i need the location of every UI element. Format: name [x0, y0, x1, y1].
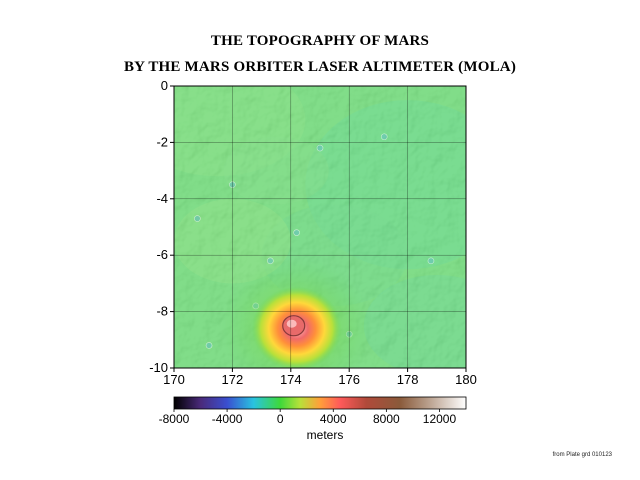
caldera-floor — [286, 319, 297, 328]
x-axis: 170 172 174 176 178 180 — [163, 368, 477, 387]
topography-map — [174, 86, 466, 368]
colorbar-scale — [173, 396, 467, 410]
map-title: THE TOPOGRAPHY OF MARS — [210, 33, 430, 49]
x-tick-label: 174 — [280, 372, 302, 387]
x-tick-label: 172 — [222, 372, 244, 387]
y-tick-label: 0 — [161, 78, 168, 93]
colorbar-tick-label: 0 — [277, 412, 284, 426]
volcano — [221, 258, 372, 368]
colorbar-tick-label: -4000 — [212, 412, 243, 426]
x-tick-label: 170 — [163, 372, 185, 387]
x-tick-label: 180 — [455, 372, 477, 387]
y-tick-label: -8 — [156, 304, 168, 319]
y-tick-label: -4 — [156, 191, 168, 206]
colorbar-tick-label: 12000 — [423, 412, 457, 426]
colorbar-ticks: -8000 -4000 0 4000 8000 12000 — [159, 409, 457, 426]
map-frame — [173, 85, 467, 369]
colorbar-tick-label: 8000 — [373, 412, 400, 426]
y-tick-label: -2 — [156, 134, 168, 149]
x-tick-label: 176 — [338, 372, 360, 387]
colorbar-tick-label: -8000 — [159, 412, 190, 426]
elevation-colorbar: -8000 -4000 0 4000 8000 12000 — [159, 396, 467, 426]
y-tick-label: -6 — [156, 247, 168, 262]
map-subtitle: BY THE MARS ORBITER LASER ALTIMETER (MOL… — [123, 59, 517, 75]
colorbar-units: meters — [306, 428, 344, 442]
y-tick-label: -10 — [149, 360, 168, 375]
y-axis: 0 -2 -4 -6 -8 -10 — [149, 78, 174, 375]
map-grid — [174, 86, 466, 368]
colorbar-tick-label: 4000 — [320, 412, 347, 426]
source-credit: from Plate grd 010123 — [552, 452, 612, 458]
x-tick-label: 178 — [397, 372, 419, 387]
